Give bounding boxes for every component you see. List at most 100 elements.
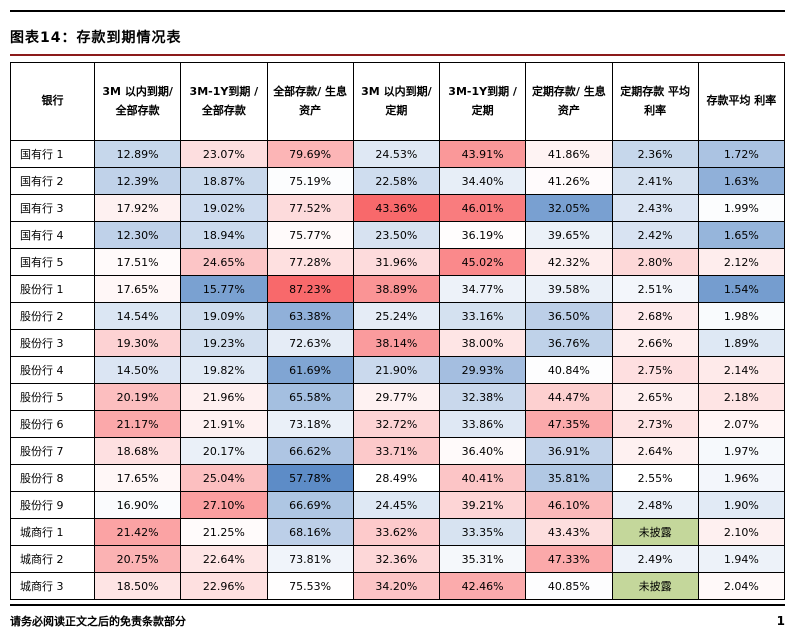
page-number: 1 (776, 614, 785, 628)
value-cell: 43.36% (352, 194, 441, 222)
value-cell: 63.38% (266, 302, 354, 330)
value-cell: 2.43% (611, 194, 699, 222)
column-header-bank: 银行 (10, 62, 95, 141)
value-cell: 2.04% (697, 572, 786, 600)
value-cell: 2.66% (611, 329, 699, 357)
value-cell: 21.25% (180, 518, 268, 546)
value-cell: 21.42% (93, 518, 182, 546)
column-header-3m-to-term: 3M 以内到期/定期 (352, 62, 441, 141)
deposit-maturity-table: 银行 3M 以内到期/全部存款 3M-1Y到期 / 全部存款 全部存款/ 生息资… (10, 62, 786, 600)
value-cell: 2.18% (697, 383, 786, 411)
value-cell: 18.50% (93, 572, 182, 600)
value-cell: 17.51% (93, 248, 182, 276)
value-cell: 2.75% (611, 356, 699, 384)
value-cell: 1.94% (697, 545, 786, 573)
value-cell: 41.86% (525, 140, 613, 168)
value-cell: 1.99% (697, 194, 786, 222)
value-cell: 61.69% (266, 356, 354, 384)
value-cell: 20.19% (93, 383, 182, 411)
value-cell: 33.86% (438, 410, 527, 438)
value-cell: 2.14% (697, 356, 786, 384)
column-header-term-to-interest-earning-assets: 定期存款/ 生息资产 (525, 62, 613, 141)
value-cell: 2.49% (611, 545, 699, 573)
value-cell: 79.69% (266, 140, 354, 168)
bank-cell: 股份行 3 (10, 329, 95, 357)
value-cell: 31.96% (352, 248, 441, 276)
value-cell: 24.65% (180, 248, 268, 276)
value-cell: 15.77% (180, 275, 268, 303)
value-cell: 21.96% (180, 383, 268, 411)
table-row: 股份行 1 17.65% 15.77% 87.23% 38.89% 34.77% 39.58… (10, 275, 786, 303)
value-cell: 未披露 (611, 572, 699, 600)
bank-cell: 股份行 8 (10, 464, 95, 492)
table-header: 银行 3M 以内到期/全部存款 3M-1Y到期 / 全部存款 全部存款/ 生息资… (10, 62, 786, 141)
value-cell: 75.53% (266, 572, 354, 600)
top-rule (10, 10, 785, 12)
value-cell: 25.24% (352, 302, 441, 330)
table-row: 股份行 3 19.30% 19.23% 72.63% 38.14% 38.00% 36.76… (10, 329, 786, 357)
table-row: 城商行 1 21.42% 21.25% 68.16% 33.62% 33.35% 43.43… (10, 518, 786, 546)
value-cell: 2.68% (611, 302, 699, 330)
value-cell: 43.91% (438, 140, 527, 168)
value-cell: 32.05% (525, 194, 613, 222)
value-cell: 23.07% (180, 140, 268, 168)
value-cell: 29.77% (352, 383, 441, 411)
value-cell: 40.85% (525, 572, 613, 600)
table-body: 国有行 1 12.89% 23.07% 79.69% 24.53% 43.91% 41.86… (10, 140, 786, 600)
value-cell: 46.10% (525, 491, 613, 519)
value-cell: 36.91% (525, 437, 613, 465)
value-cell: 38.00% (438, 329, 527, 357)
value-cell: 28.49% (352, 464, 441, 492)
title-rule (10, 54, 785, 56)
table-row: 股份行 5 20.19% 21.96% 65.58% 29.77% 32.38% 44.47… (10, 383, 786, 411)
value-cell: 12.30% (93, 221, 182, 249)
bank-cell: 城商行 1 (10, 518, 95, 546)
page-title: 图表14：存款到期情况表 (10, 30, 182, 46)
value-cell: 17.92% (93, 194, 182, 222)
value-cell: 20.17% (180, 437, 268, 465)
value-cell: 27.10% (180, 491, 268, 519)
value-cell: 2.64% (611, 437, 699, 465)
value-cell: 33.16% (438, 302, 527, 330)
value-cell: 14.50% (93, 356, 182, 384)
value-cell: 46.01% (438, 194, 527, 222)
value-cell: 2.73% (611, 410, 699, 438)
value-cell: 20.75% (93, 545, 182, 573)
value-cell: 23.50% (352, 221, 441, 249)
value-cell: 24.53% (352, 140, 441, 168)
table-row: 国有行 1 12.89% 23.07% 79.69% 24.53% 43.91% 41.86… (10, 140, 786, 168)
value-cell: 16.90% (93, 491, 182, 519)
value-cell: 1.96% (697, 464, 786, 492)
value-cell: 32.38% (438, 383, 527, 411)
value-cell: 36.76% (525, 329, 613, 357)
value-cell: 39.21% (438, 491, 527, 519)
value-cell: 44.47% (525, 383, 613, 411)
table-row: 股份行 7 18.68% 20.17% 66.62% 33.71% 36.40% 36.91… (10, 437, 786, 465)
value-cell: 34.40% (438, 167, 527, 195)
value-cell: 1.89% (697, 329, 786, 357)
value-cell: 19.23% (180, 329, 268, 357)
value-cell: 19.09% (180, 302, 268, 330)
value-cell: 35.81% (525, 464, 613, 492)
value-cell: 未披露 (611, 518, 699, 546)
column-header-term-deposit-avg-rate: 定期存款 平均利率 (611, 62, 699, 141)
value-cell: 2.55% (611, 464, 699, 492)
value-cell: 22.58% (352, 167, 441, 195)
table-row: 国有行 2 12.39% 18.87% 75.19% 22.58% 34.40% 41.26… (10, 167, 786, 195)
value-cell: 73.81% (266, 545, 354, 573)
value-cell: 2.51% (611, 275, 699, 303)
table-row: 城商行 3 18.50% 22.96% 75.53% 34.20% 42.46% 40.85… (10, 572, 786, 600)
column-header-3m-to-total-deposits: 3M 以内到期/全部存款 (93, 62, 182, 141)
table-row: 股份行 8 17.65% 25.04% 57.78% 28.49% 40.41% 35.81… (10, 464, 786, 492)
value-cell: 2.12% (697, 248, 786, 276)
value-cell: 39.58% (525, 275, 613, 303)
bank-cell: 股份行 5 (10, 383, 95, 411)
column-header-3m1y-to-total-deposits: 3M-1Y到期 / 全部存款 (180, 62, 268, 141)
value-cell: 19.02% (180, 194, 268, 222)
value-cell: 41.26% (525, 167, 613, 195)
value-cell: 36.50% (525, 302, 613, 330)
value-cell: 32.36% (352, 545, 441, 573)
bank-cell: 股份行 2 (10, 302, 95, 330)
table-row: 国有行 3 17.92% 19.02% 77.52% 43.36% 46.01% 32.05… (10, 194, 786, 222)
value-cell: 18.94% (180, 221, 268, 249)
